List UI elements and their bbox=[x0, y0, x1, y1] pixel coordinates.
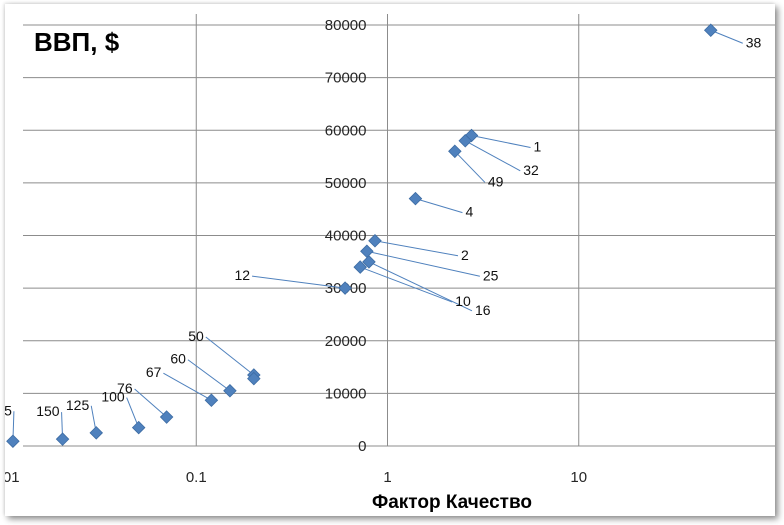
point-label: 125 bbox=[66, 397, 90, 413]
point-label: 25 bbox=[483, 267, 499, 283]
leader-line bbox=[465, 140, 521, 172]
point-label: 165 bbox=[5, 402, 12, 418]
leader-line bbox=[710, 29, 743, 44]
data-point bbox=[448, 144, 462, 159]
y-tick-label: 40000 bbox=[325, 228, 367, 245]
leader-line bbox=[252, 275, 346, 289]
point-label: 100 bbox=[101, 389, 125, 405]
y-tick-label: 0 bbox=[358, 438, 366, 455]
leader-line bbox=[134, 388, 167, 418]
data-point bbox=[703, 23, 718, 38]
y-tick-label: 60000 bbox=[325, 122, 367, 139]
data-points bbox=[6, 23, 718, 449]
point-label: 76 bbox=[117, 380, 133, 396]
point-label: 12 bbox=[234, 267, 250, 283]
point-label: 67 bbox=[146, 364, 162, 380]
data-point bbox=[89, 426, 104, 440]
axes bbox=[23, 14, 775, 447]
x-tick-label: 0.1 bbox=[186, 469, 207, 486]
point-label: 150 bbox=[36, 403, 60, 419]
chart-title: ВВП, $ bbox=[34, 27, 120, 57]
data-point bbox=[131, 420, 146, 435]
y-tick-label: 20000 bbox=[325, 333, 367, 350]
x-tick-label: 0.01 bbox=[5, 469, 20, 486]
point-label: 49 bbox=[488, 173, 504, 189]
data-point bbox=[338, 281, 352, 295]
point-label: 50 bbox=[188, 328, 204, 344]
data-point bbox=[368, 233, 382, 248]
leader-line bbox=[454, 150, 486, 183]
leader-lines bbox=[12, 29, 743, 442]
y-tick-label: 10000 bbox=[325, 385, 367, 402]
data-point bbox=[247, 371, 261, 386]
leader-line bbox=[368, 261, 473, 312]
chart-frame: 0100002000030000400005000060000700008000… bbox=[5, 4, 775, 516]
data-point bbox=[362, 255, 376, 269]
x-tick-label: 1 bbox=[383, 469, 391, 486]
data-point bbox=[55, 432, 70, 446]
leader-line bbox=[187, 359, 231, 392]
x-axis-label: Фактор Качество bbox=[372, 492, 532, 513]
tick-labels: 0100002000030000400005000060000700008000… bbox=[5, 17, 587, 486]
leader-line bbox=[360, 266, 453, 303]
leader-line bbox=[205, 336, 255, 376]
gridlines bbox=[23, 14, 775, 446]
y-tick-label: 50000 bbox=[325, 175, 367, 192]
leader-line bbox=[374, 240, 459, 257]
point-label: 1 bbox=[534, 139, 542, 155]
point-label: 4 bbox=[465, 204, 473, 220]
y-tick-label: 80000 bbox=[325, 17, 367, 34]
data-point bbox=[360, 244, 374, 259]
point-label: 16 bbox=[475, 302, 491, 318]
data-point bbox=[204, 393, 219, 407]
point-label: 60 bbox=[170, 351, 186, 367]
data-point bbox=[6, 434, 20, 449]
leader-line bbox=[471, 135, 531, 149]
leader-line bbox=[126, 397, 140, 428]
leader-line bbox=[415, 198, 463, 214]
scatter-chart: 0100002000030000400005000060000700008000… bbox=[5, 14, 775, 513]
data-point bbox=[408, 191, 423, 206]
data-point bbox=[353, 260, 367, 274]
point-label: 38 bbox=[746, 34, 762, 50]
data-point bbox=[223, 383, 237, 398]
point-label: 2 bbox=[461, 247, 469, 263]
point-label: 10 bbox=[455, 293, 471, 309]
data-point bbox=[159, 410, 174, 424]
x-tick-label: 10 bbox=[570, 469, 587, 486]
point-label: 32 bbox=[523, 162, 539, 178]
leader-line bbox=[366, 250, 480, 277]
data-point bbox=[458, 134, 473, 148]
y-tick-label: 70000 bbox=[325, 70, 367, 87]
leader-line bbox=[163, 372, 212, 401]
